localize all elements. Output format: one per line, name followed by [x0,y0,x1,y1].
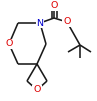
Text: O: O [33,86,41,95]
Text: O: O [50,2,58,11]
Text: O: O [5,39,13,48]
Text: O: O [63,17,71,26]
Text: N: N [36,18,43,27]
